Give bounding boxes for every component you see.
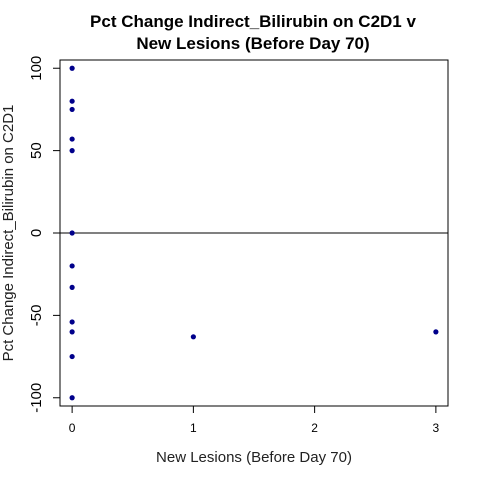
y-tick-label: -100 <box>28 383 45 413</box>
data-points <box>69 65 439 401</box>
data-point <box>69 319 75 325</box>
data-point <box>69 263 75 269</box>
data-point <box>69 65 75 71</box>
x-tick-label: 3 <box>433 421 440 435</box>
data-point <box>69 284 75 290</box>
y-tick-label: 0 <box>28 229 45 237</box>
chart-subtitle: New Lesions (Before Day 70) <box>136 34 369 53</box>
data-point <box>69 353 75 360</box>
data-point <box>69 98 75 104</box>
chart-title: Pct Change Indirect_Bilirubin on C2D1 v <box>90 12 416 31</box>
data-point <box>69 148 75 154</box>
x-tick-label: 0 <box>69 421 76 435</box>
x-axis: 0 1 2 3 <box>69 406 440 435</box>
data-point <box>190 334 196 340</box>
y-tick-label: 100 <box>28 56 45 81</box>
data-point <box>433 329 439 335</box>
y-tick-label: -50 <box>28 305 45 327</box>
data-point <box>69 329 75 335</box>
y-tick-label: 50 <box>28 142 45 159</box>
x-axis-label: New Lesions (Before Day 70) <box>156 449 352 466</box>
data-point <box>69 395 75 401</box>
data-point <box>69 136 75 142</box>
data-point <box>69 230 75 236</box>
x-tick-label: 1 <box>190 421 197 435</box>
y-axis: -100 -50 0 50 100 <box>28 56 60 413</box>
x-tick-label: 2 <box>311 421 318 435</box>
y-axis-label: Pct Change Indirect_Bilirubin on C2D1 <box>0 105 17 362</box>
data-point <box>69 106 75 113</box>
